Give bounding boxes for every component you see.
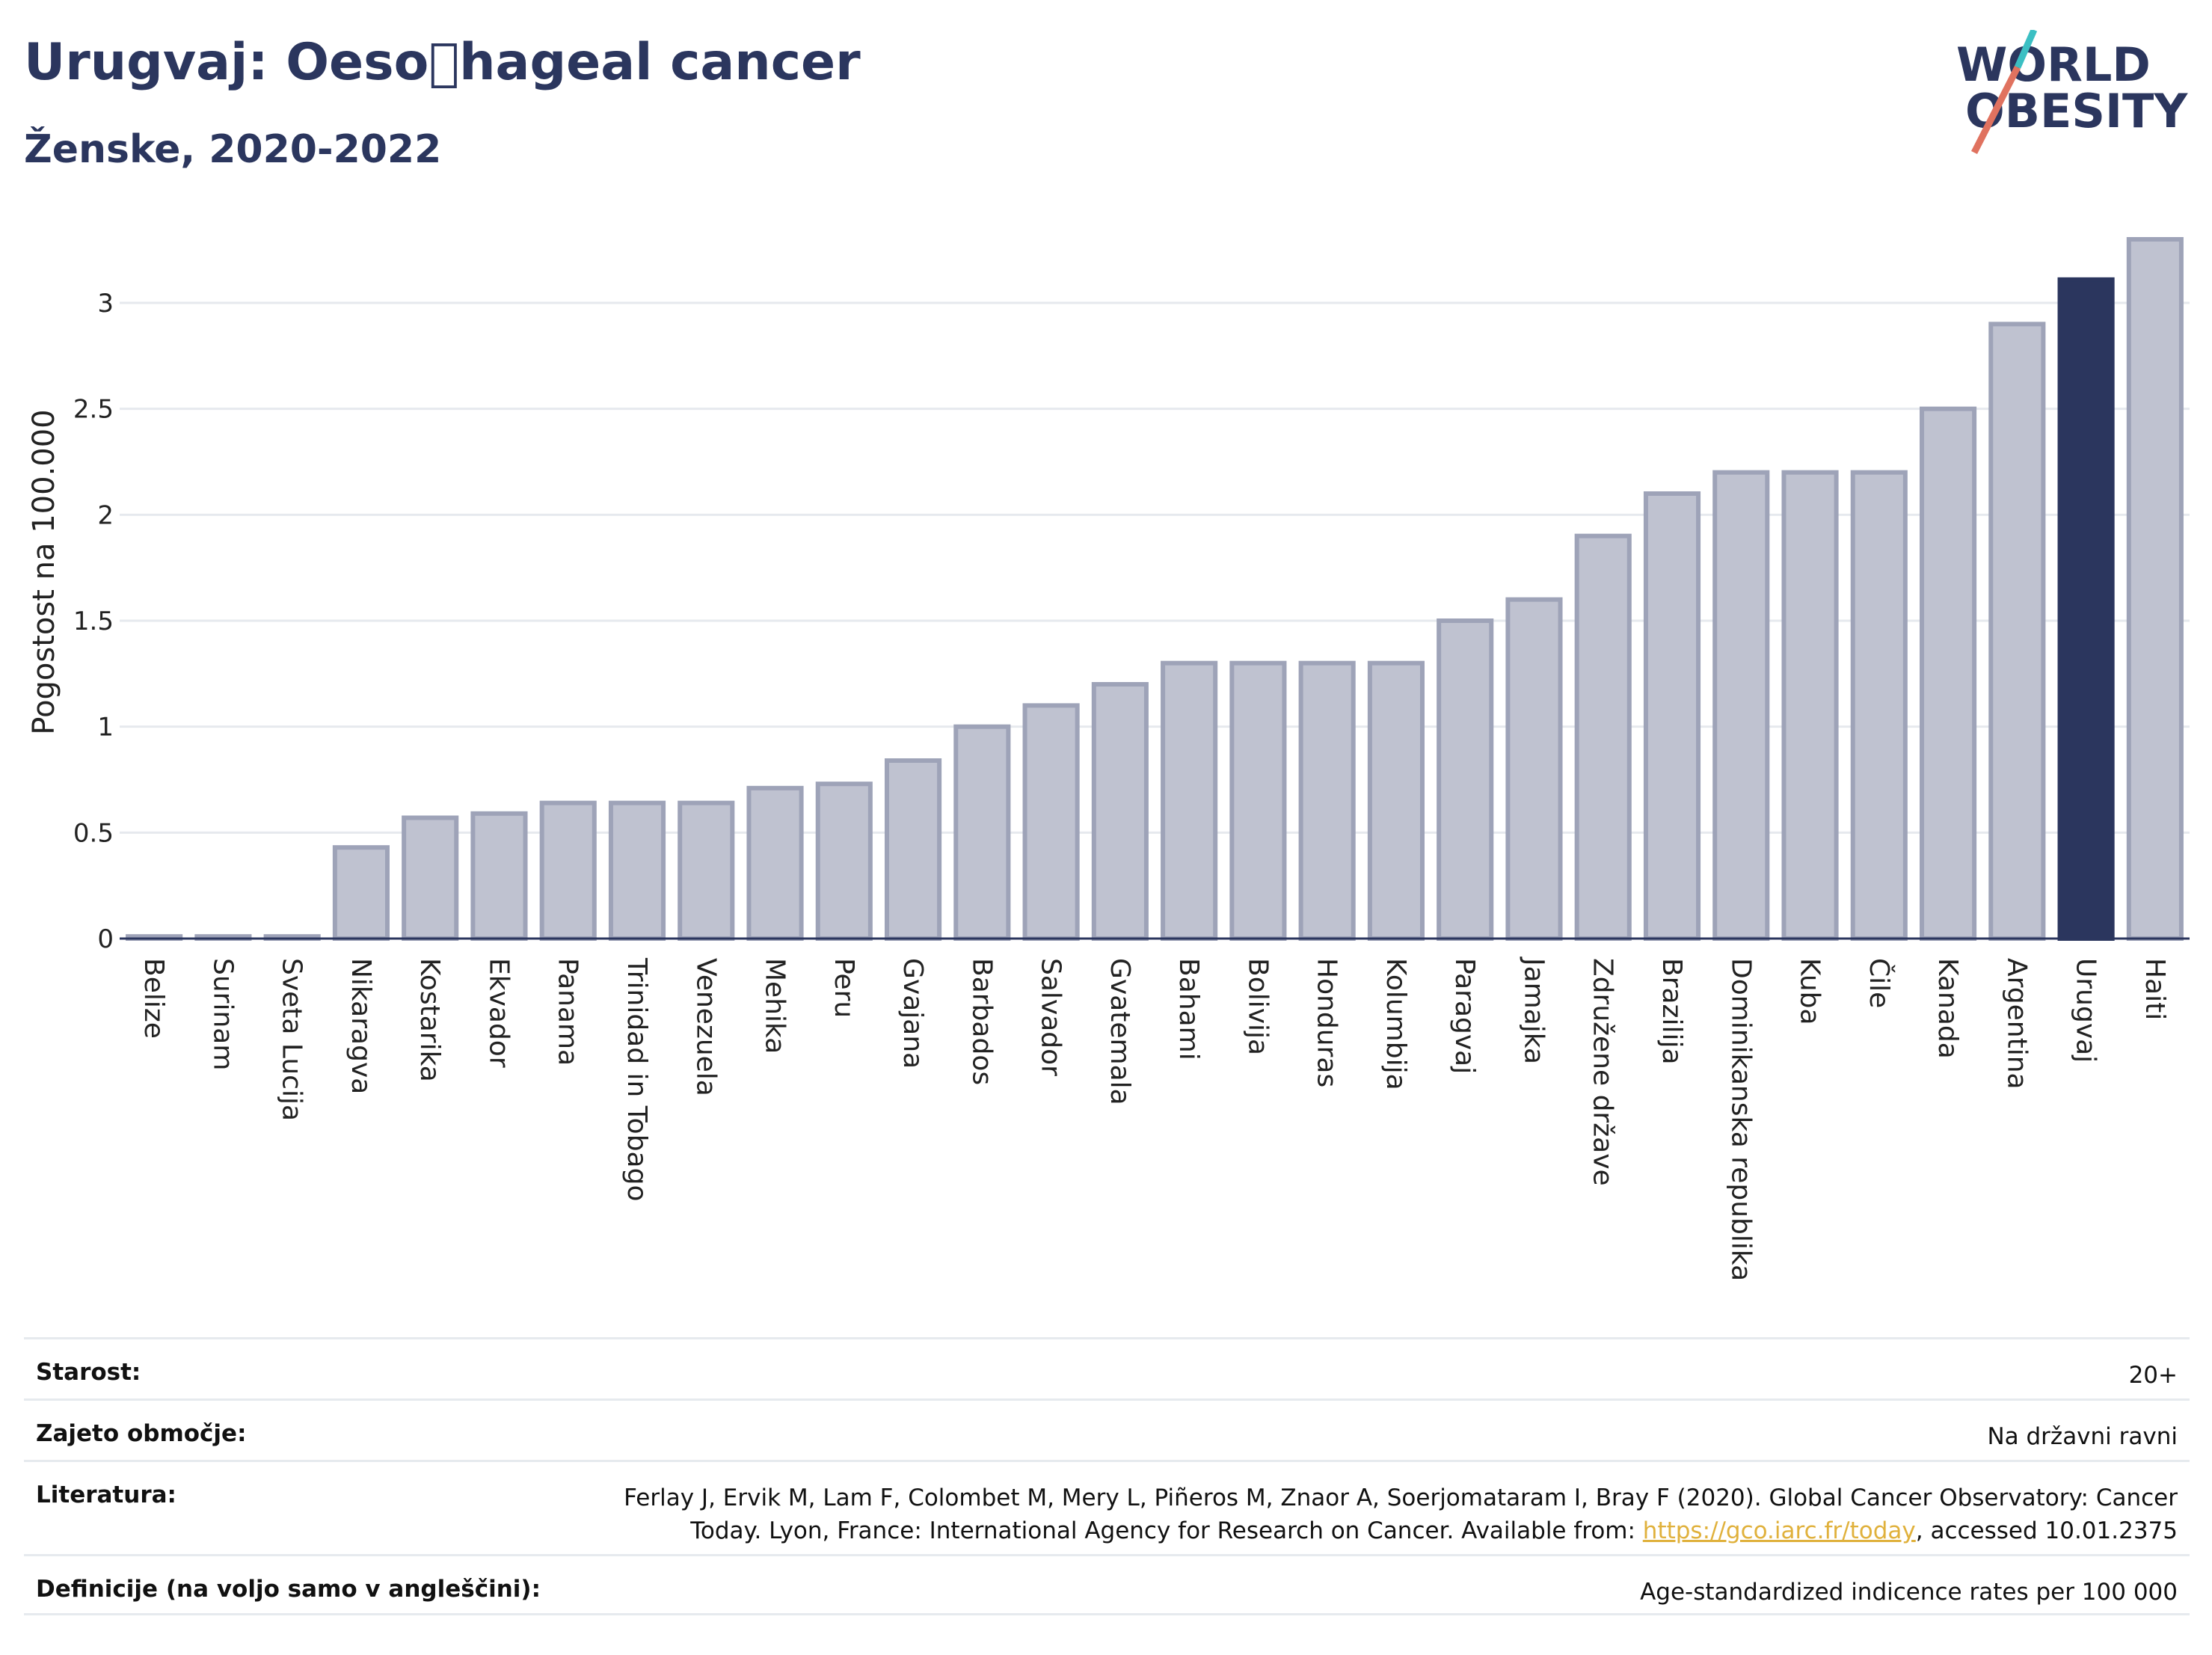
x-tick-label: Venezuela	[690, 958, 721, 1096]
logo-accent-top	[2014, 30, 2038, 69]
x-tick-label: Brazilija	[1656, 958, 1687, 1065]
info-row-area: Zajeto območje: Na državni ravni	[24, 1398, 2190, 1460]
logo-line1: WORLD	[1956, 37, 2151, 92]
y-tick-label: 0	[97, 924, 114, 954]
y-axis-label: Pogostost na 100.000	[27, 409, 61, 734]
bar-bolivija	[1229, 660, 1287, 942]
bars	[126, 237, 2184, 942]
info-row-age: Starost: 20+	[24, 1337, 2190, 1398]
area-value: Na državni ravni	[1987, 1423, 2178, 1450]
x-tick-label: Argentina	[2001, 958, 2032, 1090]
bar-trinidad-in-tobago	[608, 800, 666, 941]
x-tick-label: Haiti	[2139, 958, 2170, 1020]
bar-čile	[1850, 470, 1908, 941]
x-tick-label: Paragvaj	[1449, 958, 1480, 1074]
x-tick-label: Kostarika	[414, 958, 445, 1082]
y-axis-ticks: 0 0.5 1 1.5 2 2.5 3	[73, 289, 114, 954]
y-tick-label: 0.5	[73, 818, 114, 848]
x-tick-label: Dominikanska republika	[1725, 958, 1756, 1281]
y-tick-label: 1.5	[73, 607, 114, 636]
info-table: Starost: 20+ Zajeto območje: Na državni …	[24, 1337, 2190, 1615]
x-tick-label: Jamajka	[1518, 957, 1549, 1064]
y-tick-label: 1	[97, 713, 114, 743]
bar-brazilija	[1643, 491, 1701, 941]
y-tick-label: 3	[97, 289, 114, 319]
bar-dominikanska-republika	[1712, 470, 1770, 941]
bar-nikaragva	[332, 845, 390, 941]
x-tick-label: Honduras	[1312, 958, 1342, 1087]
x-tick-label: Sveta Lucija	[277, 958, 307, 1121]
bar-honduras	[1298, 660, 1356, 942]
info-row-definitions: Definicije (na voljo samo v angleščini):…	[24, 1554, 2190, 1615]
reference-text: Ferlay J, Ervik M, Lam F, Colombet M, Me…	[624, 1484, 2178, 1544]
x-tick-label: Gvatemala	[1105, 958, 1135, 1105]
bar-urugvaj	[2057, 277, 2115, 942]
x-tick-label: Salvador	[1036, 958, 1066, 1076]
logo-accent-bottom	[1970, 65, 2021, 155]
bar-peru	[815, 782, 873, 941]
x-tick-label: Kuba	[1795, 958, 1825, 1025]
y-tick-label: 2.5	[73, 395, 114, 425]
x-tick-label: Peru	[829, 958, 859, 1018]
y-tick-label: 2	[97, 500, 114, 530]
bar-venezuela	[678, 800, 735, 941]
x-tick-label: Surinam	[207, 958, 238, 1070]
bar-paragvaj	[1437, 618, 1494, 941]
bar-jamajka	[1505, 597, 1563, 942]
definitions-value: Age-standardized indicence rates per 100…	[1640, 1579, 2178, 1606]
age-label: Starost:	[36, 1359, 141, 1386]
x-tick-label: Nikaragva	[345, 958, 376, 1094]
bar-bahami	[1161, 660, 1218, 942]
x-tick-label: Čile	[1864, 958, 1895, 1008]
x-tick-label: Mehika	[760, 958, 790, 1054]
bar-gvatemala	[1091, 682, 1149, 941]
bar-salvador	[1022, 703, 1080, 941]
x-tick-label: Ekvador	[483, 958, 514, 1068]
bar-panama	[539, 800, 597, 941]
x-tick-label: Panama	[553, 958, 583, 1066]
chart-title: Urugvaj: Oeso hageal cancer	[24, 33, 861, 92]
bar-chart: 0 0.5 1 1.5 2 2.5 3 Belize Surinam Sveta Lucija N…	[27, 237, 2190, 1281]
info-row-reference: Literatura: Ferlay J, Ervik M, Lam F, Co…	[24, 1460, 2190, 1554]
bar-mehika	[746, 785, 804, 942]
bar-kolumbija	[1367, 660, 1425, 942]
x-tick-label: Barbados	[966, 958, 997, 1085]
x-tick-label: Bahami	[1173, 958, 1204, 1060]
reference-label: Literatura:	[36, 1481, 176, 1508]
chart-subtitle: Ženske, 2020-2022	[24, 127, 442, 172]
x-tick-label: Bolivija	[1242, 958, 1273, 1055]
age-value: 20+	[2128, 1362, 2178, 1389]
x-tick-label: Trinidad in Tobago	[621, 957, 652, 1201]
bar-argentina	[1988, 322, 2046, 942]
bar-združene-države	[1574, 533, 1632, 941]
x-tick-label: Združene države	[1588, 958, 1618, 1186]
bar-haiti	[2126, 237, 2184, 941]
area-label: Zajeto območje:	[36, 1420, 247, 1447]
x-tick-label: Urugvaj	[2071, 958, 2101, 1063]
world-obesity-logo: WORLD OBESITY	[1956, 30, 2188, 155]
bar-kostarika	[402, 815, 459, 941]
x-tick-label: Gvajana	[897, 958, 928, 1069]
bar-kanada	[1920, 406, 1977, 941]
definitions-label: Definicije (na voljo samo v angleščini):	[36, 1576, 541, 1603]
bar-gvajana	[885, 758, 942, 941]
x-tick-label: Belize	[138, 958, 169, 1039]
bar-barbados	[953, 724, 1011, 942]
bar-kuba	[1781, 470, 1839, 941]
reference-link[interactable]: https://gco.iarc.fr/today	[1642, 1517, 1916, 1544]
x-tick-label: Kolumbija	[1380, 958, 1411, 1090]
bar-ekvador	[470, 811, 528, 942]
x-tick-label: Kanada	[1932, 958, 1963, 1059]
x-axis-ticks: Belize Surinam Sveta Lucija Nikaragva Kostar…	[138, 957, 2170, 1281]
